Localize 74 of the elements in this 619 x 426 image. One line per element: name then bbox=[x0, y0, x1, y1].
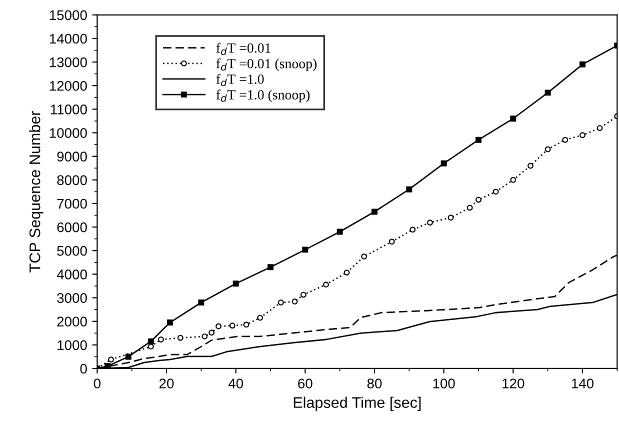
y-tick-label: 5000 bbox=[57, 246, 87, 256]
point bbox=[448, 214, 454, 221]
point bbox=[216, 323, 222, 330]
point bbox=[148, 338, 154, 344]
y-tick-label: 12000 bbox=[50, 80, 87, 91]
point bbox=[198, 300, 204, 306]
x-axis-title: Elapsed Time [sec] bbox=[294, 396, 421, 411]
point bbox=[596, 125, 603, 132]
legend-label: f$_{d}$T =1.0 (snoop) bbox=[216, 90, 310, 102]
x-tick-label: 40 bbox=[228, 378, 244, 388]
point bbox=[166, 320, 173, 326]
point bbox=[440, 160, 447, 166]
point bbox=[292, 298, 298, 305]
y-tick-label: 1000 bbox=[58, 340, 87, 350]
x-tick-label: 100 bbox=[433, 378, 455, 388]
point bbox=[476, 136, 482, 143]
x-tick-label: 80 bbox=[367, 378, 382, 388]
y-tick-label: 15000 bbox=[50, 10, 87, 20]
y-axis-title: TCP Sequence Number bbox=[29, 110, 44, 272]
point bbox=[544, 90, 551, 96]
x-tick-label: 60 bbox=[298, 378, 312, 388]
point bbox=[302, 246, 308, 253]
point bbox=[388, 238, 395, 245]
point bbox=[528, 162, 534, 169]
y-tick-label: 3000 bbox=[57, 293, 87, 303]
y-tick-label: 7000 bbox=[57, 198, 87, 209]
point bbox=[257, 314, 264, 321]
point bbox=[562, 136, 568, 143]
x-tick-label: 140 bbox=[572, 378, 594, 388]
y-tick-label: 14000 bbox=[50, 34, 87, 44]
point bbox=[510, 176, 516, 183]
point bbox=[202, 333, 208, 340]
point bbox=[466, 204, 473, 211]
point bbox=[476, 196, 482, 203]
y-tick-label: 10000 bbox=[50, 128, 87, 138]
point bbox=[544, 146, 551, 152]
point bbox=[322, 282, 329, 288]
point bbox=[579, 132, 586, 138]
y-tick-label: 8000 bbox=[57, 175, 87, 186]
point bbox=[208, 330, 215, 336]
y-tick-label: 13000 bbox=[50, 57, 87, 68]
point bbox=[278, 300, 284, 306]
point bbox=[158, 336, 164, 342]
point bbox=[229, 322, 236, 329]
x-tick-label: 20 bbox=[159, 378, 174, 388]
y-tick-label: 6000 bbox=[57, 222, 87, 232]
legend-label: f$_{d}$T =0.01 bbox=[216, 42, 270, 55]
legend-label: f$_{d}$T =1.0 bbox=[216, 74, 264, 86]
point bbox=[492, 188, 499, 195]
point bbox=[108, 356, 114, 363]
point bbox=[243, 322, 250, 328]
point bbox=[410, 226, 416, 233]
point bbox=[361, 254, 368, 260]
point bbox=[406, 186, 412, 192]
y-tick-label: 11000 bbox=[50, 104, 87, 114]
x-tick-label: 0 bbox=[94, 378, 100, 388]
point bbox=[268, 264, 274, 270]
y-tick-label: 4000 bbox=[56, 270, 87, 280]
point bbox=[579, 61, 586, 68]
x-tick-label: 120 bbox=[502, 378, 524, 388]
y-tick-label: 0 bbox=[80, 364, 87, 374]
point bbox=[148, 344, 154, 350]
point bbox=[300, 292, 306, 298]
point bbox=[336, 228, 343, 235]
legend-label: f$_{d}$T =0.01 (snoop) bbox=[216, 58, 317, 72]
point bbox=[510, 116, 516, 122]
point bbox=[426, 220, 433, 226]
y-tick-label: 9000 bbox=[57, 152, 87, 162]
point bbox=[125, 354, 132, 360]
point bbox=[372, 208, 378, 215]
y-tick-label: 2000 bbox=[57, 316, 87, 327]
point bbox=[232, 280, 239, 287]
point bbox=[344, 270, 350, 276]
point bbox=[177, 334, 184, 341]
